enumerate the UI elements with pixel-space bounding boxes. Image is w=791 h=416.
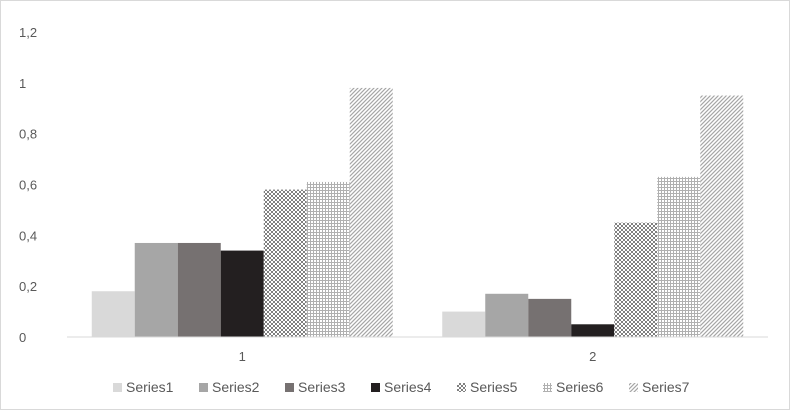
legend-label-series1: Series1 (126, 379, 174, 395)
legend-swatch-series7 (629, 383, 638, 392)
bar-series5-cat-2 (614, 222, 658, 337)
legend-label-series7: Series7 (642, 379, 690, 395)
bar-series1-cat-2 (442, 311, 486, 337)
legend-swatch-series3 (285, 383, 294, 392)
y-axis-labels: 0 0,2 0,4 0,6 0,8 1 1,2 (19, 25, 37, 345)
x-tick-label: 2 (589, 349, 596, 364)
bars (91, 87, 744, 338)
x-tick-label: 1 (239, 349, 246, 364)
legend-label-series6: Series6 (556, 379, 604, 395)
y-tick-label: 1,2 (19, 25, 37, 40)
bar-series3-cat-1 (177, 242, 221, 337)
legend-swatch-series2 (199, 383, 208, 392)
legend-swatch-series5 (457, 383, 466, 392)
bar-series2-cat-1 (134, 242, 178, 337)
bar-series7-cat-2 (700, 95, 744, 338)
legend: Series1 Series2 Series3 Series4 Series5 Serie… (113, 379, 690, 395)
bar-series1-cat-1 (91, 291, 135, 337)
bar-series6-cat-2 (657, 176, 701, 337)
bar-series6-cat-1 (306, 181, 350, 337)
y-tick-label: 0 (19, 330, 26, 345)
y-tick-label: 1 (19, 76, 26, 91)
bar-series4-cat-1 (220, 250, 264, 337)
legend-swatch-series6 (543, 383, 552, 392)
bar-series2-cat-2 (485, 293, 529, 337)
bar-series7-cat-1 (349, 87, 393, 338)
y-tick-label: 0,4 (19, 228, 37, 243)
bar-series3-cat-2 (528, 298, 572, 337)
legend-label-series2: Series2 (212, 379, 260, 395)
legend-label-series3: Series3 (298, 379, 346, 395)
y-tick-label: 0,2 (19, 279, 37, 294)
legend-label-series4: Series4 (384, 379, 432, 395)
legend-swatch-series1 (113, 383, 122, 392)
legend-swatch-series4 (371, 383, 380, 392)
y-tick-label: 0,6 (19, 178, 37, 193)
bar-series4-cat-2 (571, 324, 615, 337)
legend-label-series5: Series5 (470, 379, 518, 395)
bar-series5-cat-1 (263, 189, 307, 337)
y-tick-label: 0,8 (19, 127, 37, 142)
